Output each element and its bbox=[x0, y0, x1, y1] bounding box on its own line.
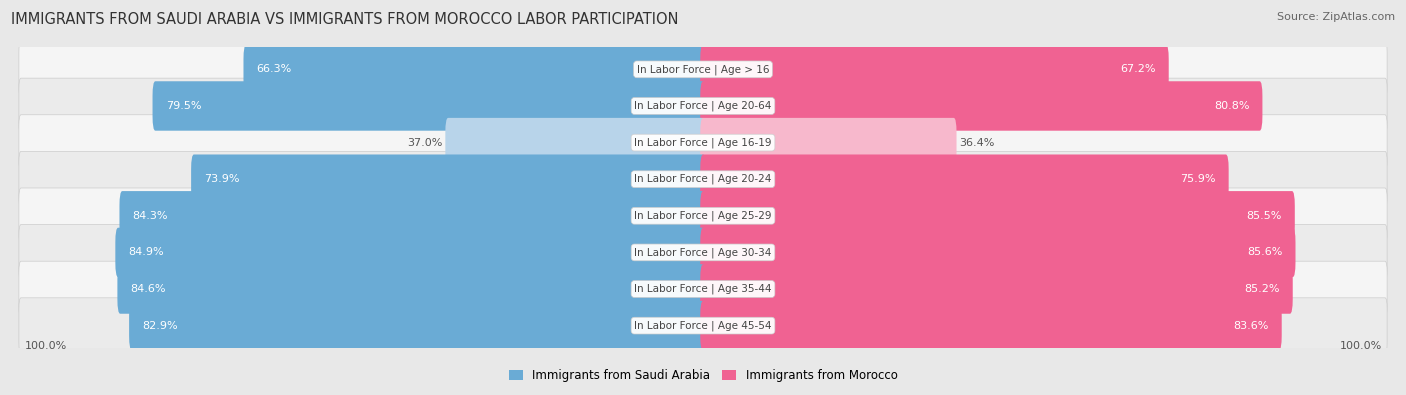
Text: IMMIGRANTS FROM SAUDI ARABIA VS IMMIGRANTS FROM MOROCCO LABOR PARTICIPATION: IMMIGRANTS FROM SAUDI ARABIA VS IMMIGRAN… bbox=[11, 12, 679, 27]
Text: 75.9%: 75.9% bbox=[1180, 174, 1216, 184]
Text: 84.6%: 84.6% bbox=[131, 284, 166, 294]
Text: 84.3%: 84.3% bbox=[132, 211, 169, 221]
Text: In Labor Force | Age 20-64: In Labor Force | Age 20-64 bbox=[634, 101, 772, 111]
Text: 85.2%: 85.2% bbox=[1244, 284, 1279, 294]
Text: 84.9%: 84.9% bbox=[128, 247, 165, 258]
FancyBboxPatch shape bbox=[129, 301, 706, 350]
FancyBboxPatch shape bbox=[700, 228, 1295, 277]
Text: 73.9%: 73.9% bbox=[204, 174, 239, 184]
Text: In Labor Force | Age 30-34: In Labor Force | Age 30-34 bbox=[634, 247, 772, 258]
FancyBboxPatch shape bbox=[700, 154, 1229, 204]
Text: 36.4%: 36.4% bbox=[959, 137, 994, 148]
Text: 79.5%: 79.5% bbox=[166, 101, 201, 111]
Text: 100.0%: 100.0% bbox=[24, 341, 66, 351]
FancyBboxPatch shape bbox=[191, 154, 706, 204]
Text: In Labor Force | Age 20-24: In Labor Force | Age 20-24 bbox=[634, 174, 772, 184]
Legend: Immigrants from Saudi Arabia, Immigrants from Morocco: Immigrants from Saudi Arabia, Immigrants… bbox=[503, 364, 903, 387]
FancyBboxPatch shape bbox=[18, 261, 1388, 317]
FancyBboxPatch shape bbox=[118, 264, 706, 314]
FancyBboxPatch shape bbox=[18, 298, 1388, 354]
FancyBboxPatch shape bbox=[700, 191, 1295, 241]
FancyBboxPatch shape bbox=[18, 78, 1388, 134]
Text: In Labor Force | Age 25-29: In Labor Force | Age 25-29 bbox=[634, 211, 772, 221]
Text: In Labor Force | Age > 16: In Labor Force | Age > 16 bbox=[637, 64, 769, 75]
FancyBboxPatch shape bbox=[700, 301, 1282, 350]
Text: 100.0%: 100.0% bbox=[1340, 341, 1382, 351]
Text: 37.0%: 37.0% bbox=[408, 137, 443, 148]
FancyBboxPatch shape bbox=[700, 118, 956, 167]
Text: 85.6%: 85.6% bbox=[1247, 247, 1282, 258]
FancyBboxPatch shape bbox=[18, 188, 1388, 244]
FancyBboxPatch shape bbox=[120, 191, 706, 241]
Text: 83.6%: 83.6% bbox=[1233, 321, 1268, 331]
FancyBboxPatch shape bbox=[18, 225, 1388, 280]
FancyBboxPatch shape bbox=[446, 118, 706, 167]
FancyBboxPatch shape bbox=[115, 228, 706, 277]
FancyBboxPatch shape bbox=[152, 81, 706, 131]
Text: 85.5%: 85.5% bbox=[1246, 211, 1282, 221]
Text: 66.3%: 66.3% bbox=[256, 64, 292, 74]
FancyBboxPatch shape bbox=[18, 151, 1388, 207]
FancyBboxPatch shape bbox=[700, 264, 1292, 314]
Text: 80.8%: 80.8% bbox=[1213, 101, 1250, 111]
Text: 67.2%: 67.2% bbox=[1121, 64, 1156, 74]
Text: In Labor Force | Age 16-19: In Labor Force | Age 16-19 bbox=[634, 137, 772, 148]
FancyBboxPatch shape bbox=[18, 41, 1388, 97]
Text: Source: ZipAtlas.com: Source: ZipAtlas.com bbox=[1277, 12, 1395, 22]
FancyBboxPatch shape bbox=[700, 81, 1263, 131]
Text: In Labor Force | Age 35-44: In Labor Force | Age 35-44 bbox=[634, 284, 772, 294]
FancyBboxPatch shape bbox=[18, 115, 1388, 170]
FancyBboxPatch shape bbox=[243, 45, 706, 94]
Text: In Labor Force | Age 45-54: In Labor Force | Age 45-54 bbox=[634, 320, 772, 331]
Text: 82.9%: 82.9% bbox=[142, 321, 177, 331]
FancyBboxPatch shape bbox=[700, 45, 1168, 94]
